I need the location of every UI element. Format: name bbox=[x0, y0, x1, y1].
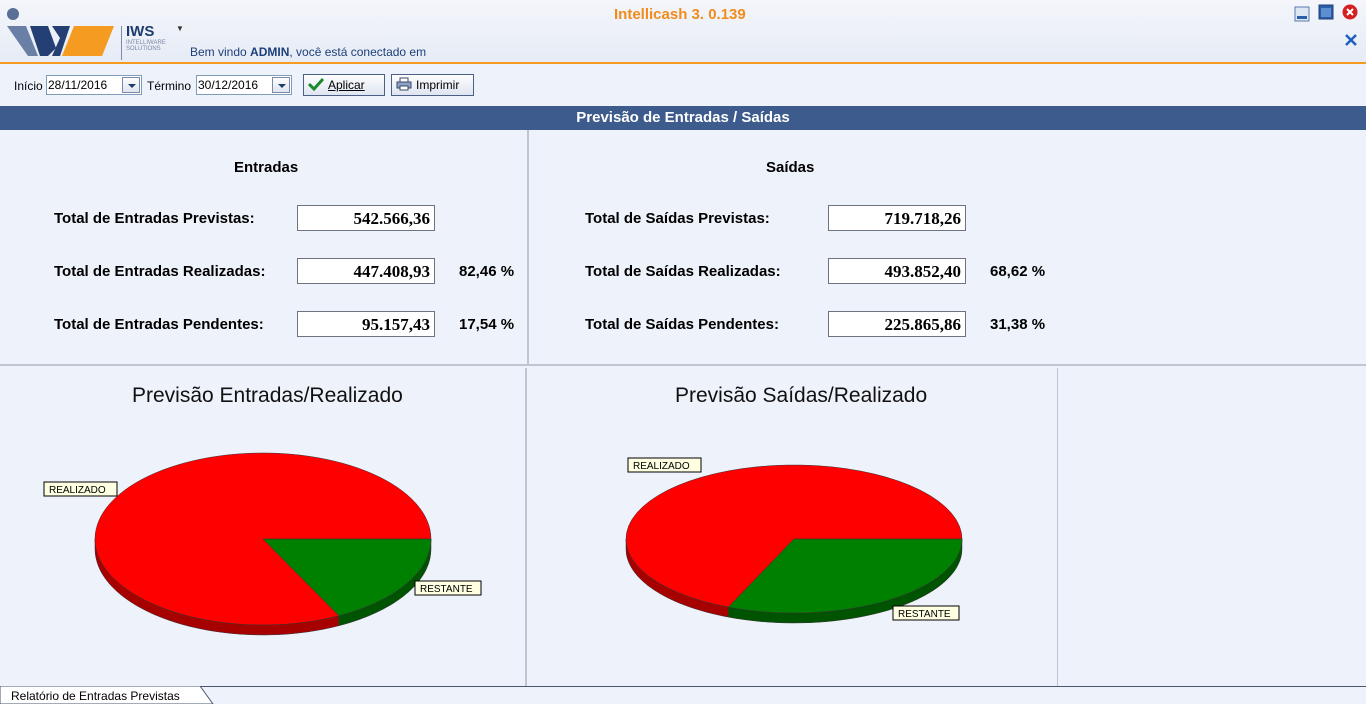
saidas-realizadas-value: 493.852,40 bbox=[828, 258, 966, 284]
aplicar-label: Aplicar bbox=[328, 78, 365, 92]
entradas-pendentes-label: Total de Entradas Pendentes: bbox=[54, 316, 264, 333]
toolbar: Início 28/11/2016 Término 30/12/2016 Apl… bbox=[0, 66, 1366, 104]
termino-date-field[interactable]: 30/12/2016 bbox=[196, 75, 292, 95]
imprimir-label: Imprimir bbox=[416, 78, 460, 92]
saidas-title: Saídas bbox=[766, 159, 815, 176]
inicio-label: Início bbox=[14, 79, 43, 93]
pie-charts: REALIZADO RESTANTE REALIZADO RESTANTE bbox=[43, 452, 963, 636]
saidas-pendentes-label: Total de Saídas Pendentes: bbox=[585, 316, 779, 333]
pie-label-restante: RESTANTE bbox=[420, 584, 473, 595]
pie-label-realizado: REALIZADO bbox=[49, 485, 106, 496]
close-window-icon[interactable] bbox=[1343, 32, 1359, 48]
termino-date-value: 30/12/2016 bbox=[198, 78, 259, 92]
termino-label: Término bbox=[147, 79, 192, 93]
app-title: Intellicash 3. 0.139 bbox=[614, 6, 746, 23]
pie-label-box-realizado bbox=[43, 481, 118, 497]
welcome-prefix: Bem vindo bbox=[190, 45, 251, 59]
saidas-previstas-label: Total de Saídas Previstas: bbox=[585, 210, 770, 227]
chart-title-entradas: Previsão Entradas/Realizado bbox=[132, 384, 403, 407]
pie-slice-realizado bbox=[625, 464, 963, 608]
entradas-realizadas-value: 447.408,93 bbox=[297, 258, 435, 284]
entradas-title: Entradas bbox=[234, 159, 299, 176]
section-banner: Previsão de Entradas / Saídas bbox=[0, 106, 1366, 130]
iws-logo bbox=[7, 8, 114, 56]
entradas-previstas-value: 542.566,36 bbox=[297, 205, 435, 231]
pie-label-box-restante bbox=[892, 605, 960, 621]
saidas-realizadas-pct: 68,62 % bbox=[990, 263, 1046, 280]
printer-icon bbox=[396, 77, 412, 91]
logo-text: IWS INTELLIWARE SOLUTIONS bbox=[121, 23, 166, 60]
chart-title-saidas: Previsão Saídas/Realizado bbox=[675, 384, 928, 407]
pie-label-box-restante bbox=[414, 580, 482, 596]
chart-divider-1 bbox=[525, 368, 529, 686]
bottom-tab-shape[interactable] bbox=[0, 686, 214, 704]
saidas-previstas-value: 719.718,26 bbox=[828, 205, 966, 231]
termino-dropdown-icon[interactable] bbox=[272, 77, 290, 93]
inicio-date-value: 28/11/2016 bbox=[48, 78, 108, 92]
pie-label-realizado: REALIZADO bbox=[633, 461, 690, 472]
pie-slice-restante bbox=[727, 538, 963, 614]
logo-brand: IWS bbox=[126, 23, 155, 40]
aplicar-button[interactable]: Aplicar bbox=[303, 74, 385, 96]
inicio-date-field[interactable]: 28/11/2016 bbox=[46, 75, 142, 95]
maximize-icon[interactable] bbox=[1318, 4, 1334, 20]
minimize-icon[interactable] bbox=[1294, 6, 1310, 22]
welcome-user: ADMIN bbox=[250, 45, 290, 59]
entradas-pendentes-pct: 17,54 % bbox=[459, 316, 515, 333]
pie-label-box-realizado bbox=[627, 457, 702, 473]
inicio-dropdown-icon[interactable] bbox=[122, 77, 140, 93]
summary-panel bbox=[0, 130, 1366, 366]
saidas-realizadas-label: Total de Saídas Realizadas: bbox=[585, 263, 781, 280]
close-app-icon[interactable] bbox=[1342, 4, 1358, 20]
saidas-pendentes-value: 225.865,86 bbox=[828, 311, 966, 337]
welcome-suffix: , você está conectado em bbox=[289, 45, 427, 59]
entradas-previstas-label: Total de Entradas Previstas: bbox=[54, 210, 255, 227]
app-header: IWS INTELLIWARE SOLUTIONS ▼ Bem vindo AD… bbox=[0, 0, 1366, 64]
chart-divider-2 bbox=[1057, 368, 1058, 686]
imprimir-button[interactable]: Imprimir bbox=[391, 74, 474, 96]
entradas-realizadas-label: Total de Entradas Realizadas: bbox=[54, 263, 266, 280]
bottom-tab-bar: Relatório de Entradas Previstas bbox=[0, 686, 1366, 704]
summary-divider bbox=[527, 130, 529, 366]
pie-label-restante: RESTANTE bbox=[898, 609, 951, 620]
saidas-pendentes-pct: 31,38 % bbox=[990, 316, 1046, 333]
entradas-pendentes-value: 95.157,43 bbox=[297, 311, 435, 337]
checkmark-icon bbox=[308, 78, 324, 92]
welcome-message: Bem vindo ADMIN, você está conectado em bbox=[190, 45, 426, 59]
logo-subtitle: INTELLIWARE SOLUTIONS bbox=[126, 40, 166, 52]
pie-chart-1: REALIZADO RESTANTE bbox=[625, 457, 963, 624]
bottom-tab-label[interactable]: Relatório de Entradas Previstas bbox=[11, 689, 180, 703]
entradas-realizadas-pct: 82,46 % bbox=[459, 263, 515, 280]
pie-slice-restante bbox=[262, 538, 432, 616]
logo-menu-caret-icon[interactable]: ▼ bbox=[176, 24, 184, 33]
pie-chart-0: REALIZADO RESTANTE bbox=[43, 452, 482, 636]
